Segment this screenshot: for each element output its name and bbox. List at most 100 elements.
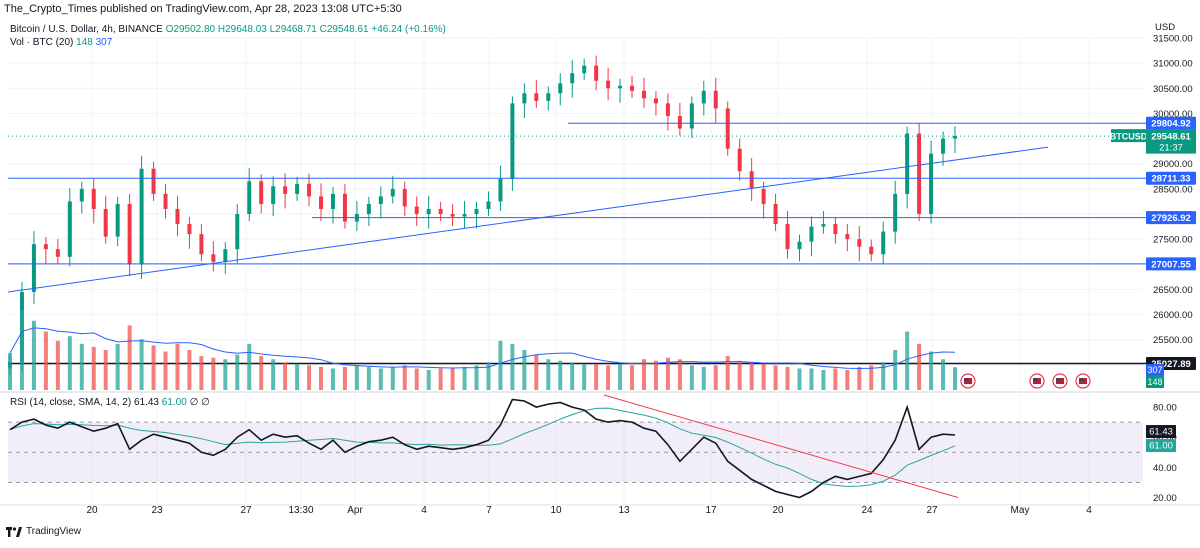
volume-bar — [175, 343, 180, 390]
volume-bar — [522, 350, 527, 390]
volume-bar — [163, 351, 168, 390]
rsi-line — [9, 398, 956, 499]
volume-bar — [199, 356, 204, 390]
volume-bar — [354, 365, 359, 390]
volume-bar — [845, 370, 850, 390]
volume-bar — [893, 350, 898, 390]
candle-body — [953, 136, 957, 139]
candle-body — [761, 188, 766, 204]
y-tick-label: 26000.00 — [1153, 310, 1193, 321]
volume-bar — [618, 363, 623, 390]
volume-bar — [450, 368, 455, 390]
brand[interactable]: TradingView — [6, 526, 81, 537]
candle-body — [653, 98, 658, 104]
x-tick-label: 10 — [550, 505, 562, 516]
volume-bar — [857, 366, 862, 390]
rsi-ma-value: 61.00 — [161, 397, 187, 408]
candle-body — [342, 193, 347, 222]
publisher-line: The_Crypto_Times published on TradingVie… — [4, 3, 402, 15]
y-tick-label: 28500.00 — [1153, 184, 1193, 195]
candle-body — [247, 181, 252, 214]
volume-bar — [330, 368, 335, 390]
volume-bar — [223, 359, 228, 390]
candle-body — [378, 196, 383, 204]
volume-bar — [749, 362, 754, 390]
y-tick-label: 30500.00 — [1153, 84, 1193, 95]
volume-ma-line — [9, 327, 956, 370]
level-tag — [1146, 171, 1196, 185]
level-tag — [1146, 257, 1196, 271]
rsi-y-tick-label: 80.00 — [1153, 403, 1177, 414]
candle-body — [259, 181, 264, 204]
rsi-ma-line — [9, 407, 956, 487]
volume-bar — [8, 353, 12, 390]
volume-bar — [641, 359, 646, 390]
rsi-ma-tag — [1146, 439, 1176, 453]
volume-bar — [79, 343, 84, 390]
candle-body — [175, 208, 180, 225]
volume-bar — [283, 362, 288, 390]
candle-body — [833, 224, 838, 235]
volume-bar — [941, 359, 946, 390]
volume-bar — [414, 368, 419, 390]
candle-body — [474, 208, 479, 214]
volume-bar — [689, 365, 694, 390]
rsi-extra: ∅ ∅ — [189, 397, 210, 408]
volume-ma-tag-label: 307 — [1147, 365, 1162, 375]
candle-body — [618, 85, 623, 89]
candle-body — [522, 93, 527, 104]
candle-body — [570, 73, 575, 84]
volume-bar — [342, 366, 347, 390]
volume-bar — [498, 340, 503, 390]
candle-body — [319, 196, 324, 209]
candle-body — [43, 244, 48, 250]
volume-bar — [247, 343, 252, 390]
x-tick-label: 27 — [926, 505, 938, 516]
rsi-legend[interactable]: RSI (14, close, SMA, 14, 2) 61.43 61.00 … — [10, 397, 210, 408]
y-tick-label: 31000.00 — [1153, 59, 1193, 70]
rsi-value: 61.43 — [133, 397, 159, 408]
candle-body — [606, 80, 611, 89]
candle-body — [199, 234, 204, 255]
candle-body — [558, 83, 563, 94]
volume-bar — [725, 356, 730, 390]
level-tag-label: 29804.92 — [1151, 119, 1191, 130]
volume-bar — [881, 362, 886, 390]
symbol-tag — [1111, 129, 1146, 143]
volume-bar — [821, 370, 826, 390]
volume-bar — [630, 365, 635, 390]
volume-bar — [474, 365, 479, 390]
volume-bar — [426, 370, 431, 390]
candle-body — [749, 171, 754, 189]
volume-bar — [582, 363, 587, 390]
volume-ma-tag — [1146, 364, 1164, 376]
candle-body — [450, 214, 455, 217]
x-tick-label: 23 — [151, 505, 163, 516]
volume-legend[interactable]: Vol · BTC (20) 148 307 — [10, 37, 112, 48]
x-tick-label: 27 — [240, 505, 252, 516]
rsi-y-tick-label: 40.00 — [1153, 463, 1177, 474]
level-tag-label: 25027.89 — [1151, 359, 1191, 370]
candle-body — [307, 183, 312, 197]
tradingview-logo-icon — [6, 526, 22, 537]
volume-bar — [953, 367, 957, 390]
y-tick-label: 26500.00 — [1153, 285, 1193, 296]
candle-body — [881, 231, 886, 255]
candle-body — [271, 186, 276, 204]
candle-body — [785, 224, 790, 250]
volume-ma-value: 307 — [95, 37, 113, 48]
rsi-value-tag — [1146, 425, 1176, 439]
candle-body — [821, 224, 826, 227]
candle-body — [67, 201, 72, 257]
ohlc-values: O29502.80 H29648.03 L29468.71 C29548.61 … — [165, 24, 446, 35]
economic-event-icon — [1029, 373, 1045, 389]
candle-body — [462, 214, 467, 217]
candle-body — [330, 193, 335, 209]
symbol-legend[interactable]: Bitcoin / U.S. Dollar, 4h, BINANCE O2950… — [10, 24, 446, 35]
volume-bar — [438, 368, 443, 390]
candle-body — [498, 178, 503, 202]
volume-bar — [271, 359, 276, 390]
level-tag-label: 27007.55 — [1151, 259, 1191, 270]
